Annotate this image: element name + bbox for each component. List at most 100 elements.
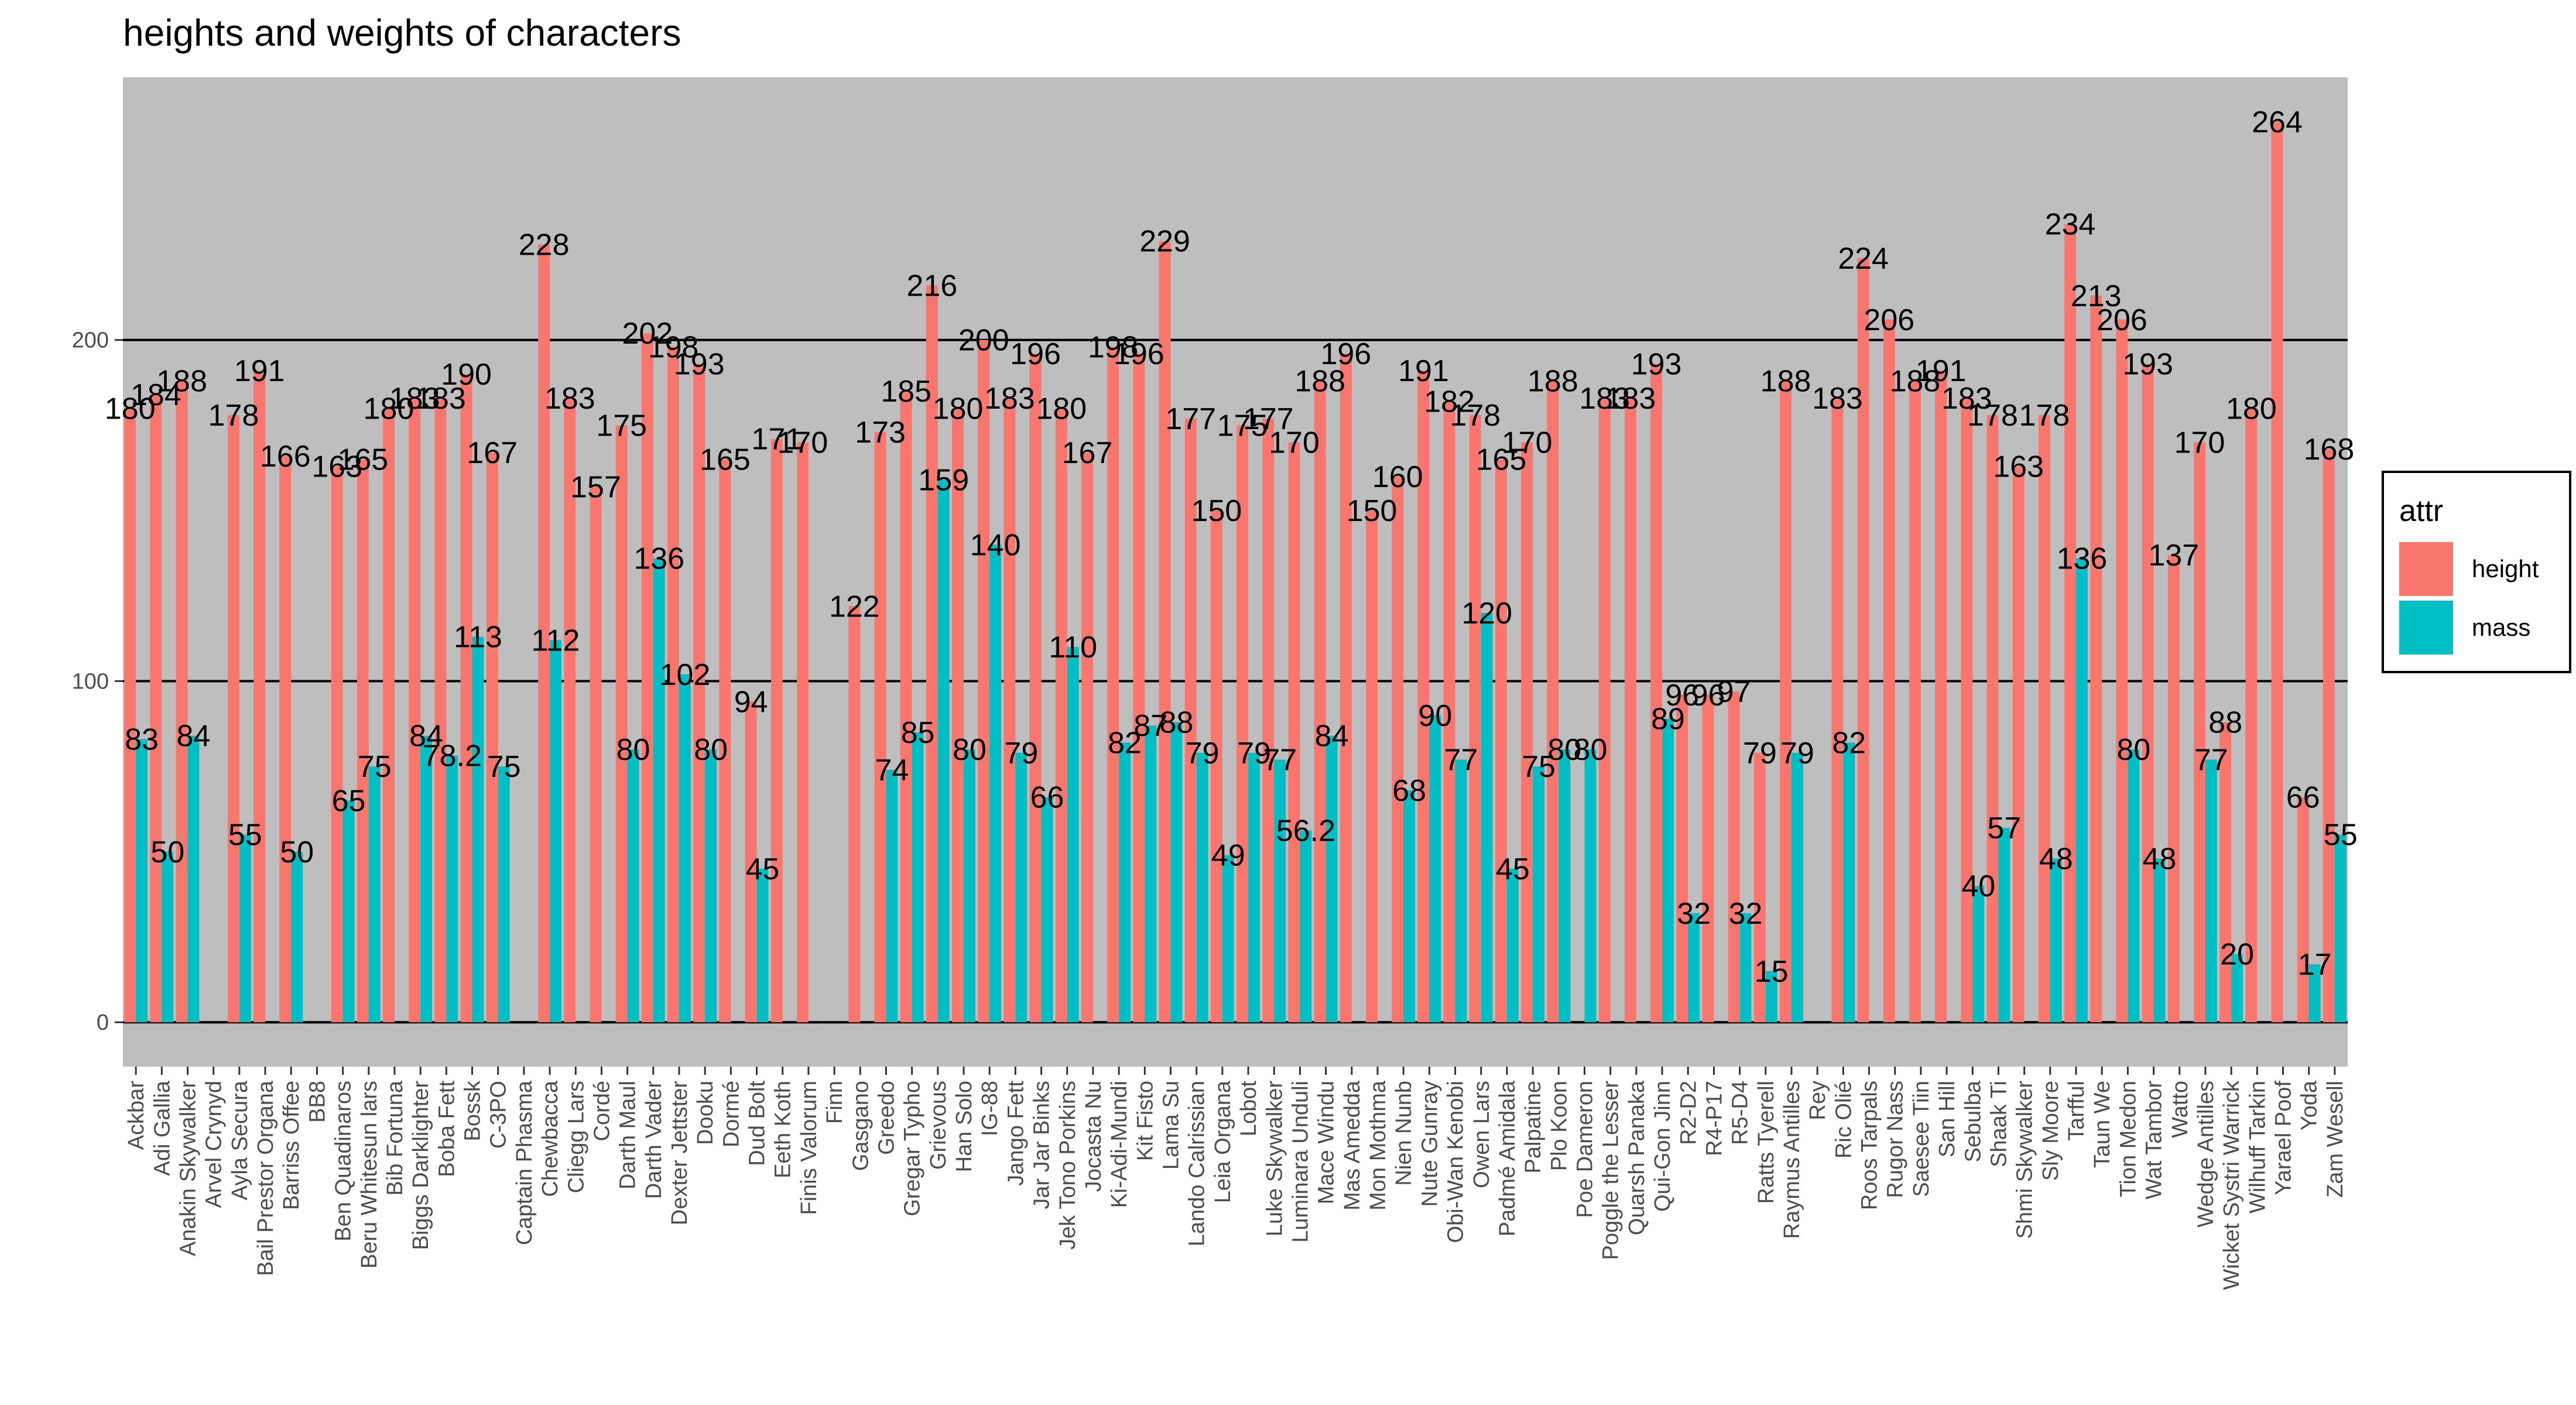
x-tick-label: Lobot bbox=[1236, 1081, 1261, 1137]
bar-height bbox=[331, 466, 343, 1023]
bar-mass bbox=[1998, 828, 2010, 1023]
data-label-mass: 75 bbox=[358, 750, 392, 784]
bar-mass bbox=[679, 674, 691, 1023]
data-label-height: 150 bbox=[1191, 494, 1242, 528]
data-label-mass: 78.2 bbox=[423, 739, 482, 773]
bar-mass bbox=[860, 1021, 872, 1024]
bar-mass bbox=[1170, 722, 1183, 1023]
x-axis: Ackbar Adi Gallia Anakin Skywalker Arvel Cr… bbox=[124, 1067, 2348, 1290]
bar-mass bbox=[2153, 858, 2166, 1023]
bar-height bbox=[305, 1021, 317, 1024]
bar-mass bbox=[1274, 759, 1286, 1023]
x-tick-label: Eeth Koth bbox=[771, 1081, 796, 1178]
x-tick-label: Jek Tono Porkins bbox=[1056, 1081, 1080, 1250]
bar-mass bbox=[342, 800, 355, 1023]
x-tick-label: R2-D2 bbox=[1676, 1081, 1701, 1145]
bar-height bbox=[1340, 354, 1352, 1023]
bar-height bbox=[1521, 442, 1533, 1023]
chart-title: heights and weights of characters bbox=[123, 12, 681, 54]
data-label-height: 150 bbox=[1347, 494, 1397, 528]
x-tick-label: Luminara Unduli bbox=[1288, 1081, 1313, 1243]
bar-height bbox=[848, 606, 861, 1023]
x-tick-label: Anakin Skywalker bbox=[176, 1081, 200, 1256]
data-label-height: 184 bbox=[131, 378, 181, 412]
bar-mass bbox=[912, 732, 924, 1023]
data-label-mass: 50 bbox=[150, 835, 184, 869]
data-label-height: 170 bbox=[1502, 426, 1553, 460]
bar-mass bbox=[1092, 1021, 1105, 1024]
x-tick-label: Lama Su bbox=[1159, 1081, 1184, 1170]
bar-mass bbox=[2231, 954, 2243, 1023]
bar-height bbox=[874, 432, 886, 1023]
data-label-height: 183 bbox=[984, 382, 1035, 416]
data-label-mass: 82 bbox=[1108, 726, 1142, 760]
bar-mass bbox=[2076, 558, 2088, 1023]
data-label-height: 88 bbox=[2208, 705, 2242, 739]
data-label-height: 167 bbox=[1062, 436, 1113, 470]
data-label-height: 167 bbox=[467, 436, 518, 470]
data-label-height: 188 bbox=[1760, 365, 1811, 399]
x-tick-label: Tarfful bbox=[2064, 1081, 2089, 1141]
x-tick-label: Rey bbox=[1806, 1081, 1830, 1120]
bar-height bbox=[590, 486, 602, 1023]
data-label-mass: 49 bbox=[1211, 839, 1245, 873]
data-label-mass: 136 bbox=[633, 542, 684, 576]
x-tick-label: Plo Koon bbox=[1547, 1081, 1571, 1171]
bar-height bbox=[1883, 319, 1895, 1023]
data-label-mass: 80 bbox=[694, 733, 728, 767]
bar-mass bbox=[265, 1021, 277, 1024]
bar-height bbox=[2064, 224, 2077, 1023]
data-label-height: 183 bbox=[415, 382, 466, 416]
bar-height bbox=[1029, 354, 1042, 1023]
bar-mass bbox=[937, 479, 950, 1023]
y-tick-label: 0 bbox=[97, 1010, 109, 1035]
x-tick-label: Bail Prestor Organa bbox=[254, 1080, 278, 1276]
data-label-mass: 80 bbox=[1574, 733, 1608, 767]
bar-height bbox=[641, 333, 653, 1023]
bar-height bbox=[1780, 381, 1791, 1023]
data-label-mass: 90 bbox=[1418, 699, 1452, 733]
legend-label-mass: mass bbox=[2472, 614, 2530, 641]
bar-height bbox=[1986, 414, 1999, 1023]
x-tick-label: Gregar Typho bbox=[900, 1081, 925, 1216]
data-label-mass: 79 bbox=[1004, 736, 1038, 770]
bar-mass bbox=[446, 755, 458, 1023]
bar-height bbox=[2297, 797, 2309, 1023]
data-labels: 180 83 184 50 188 84 178 55 191 166 50 163 65 165 75 18… bbox=[105, 105, 2358, 989]
data-label-height: 168 bbox=[2304, 433, 2355, 467]
bar-height bbox=[1625, 397, 1636, 1023]
x-tick-label: Palpatine bbox=[1521, 1081, 1546, 1173]
bar-height bbox=[1236, 425, 1249, 1023]
data-label-mass: 57 bbox=[1988, 811, 2022, 845]
bar-mass bbox=[1145, 725, 1157, 1023]
bar-mass bbox=[1843, 742, 1855, 1023]
data-label-height: 213 bbox=[2071, 279, 2122, 313]
x-tick-label: Ki-Adi-Mundi bbox=[1107, 1081, 1132, 1208]
data-label-height: 196 bbox=[1114, 337, 1164, 371]
bar-mass bbox=[498, 766, 510, 1023]
data-label-height: 175 bbox=[1217, 409, 1268, 443]
bar-height bbox=[978, 340, 990, 1023]
x-tick-label: Qui-Gon Jinn bbox=[1650, 1081, 1675, 1212]
data-label-height: 160 bbox=[1372, 460, 1423, 494]
bar-mass bbox=[1481, 612, 1493, 1023]
bar-mass bbox=[1300, 830, 1312, 1023]
x-tick-label: Cordé bbox=[590, 1081, 614, 1142]
bar-mass bbox=[1222, 855, 1234, 1023]
bar-height bbox=[538, 244, 550, 1023]
x-tick-label: Chewbacca bbox=[538, 1080, 563, 1197]
x-tick-label: Rugor Nass bbox=[1883, 1081, 1908, 1198]
x-tick-label: Ben Quadinaros bbox=[331, 1081, 356, 1242]
bar-mass bbox=[2308, 964, 2321, 1023]
bar-mass bbox=[368, 766, 381, 1023]
bar-mass bbox=[964, 749, 975, 1023]
data-label-height: 228 bbox=[519, 228, 570, 262]
bar-mass bbox=[627, 749, 639, 1023]
bar-height bbox=[2167, 554, 2180, 1023]
x-tick-label: San Hill bbox=[1935, 1081, 1960, 1157]
data-label-height: 180 bbox=[364, 392, 415, 426]
legend-title: attr bbox=[2399, 494, 2443, 528]
bar-mass bbox=[2179, 1021, 2191, 1024]
bar-mass bbox=[2050, 858, 2062, 1023]
bar-mass bbox=[2102, 1021, 2114, 1024]
